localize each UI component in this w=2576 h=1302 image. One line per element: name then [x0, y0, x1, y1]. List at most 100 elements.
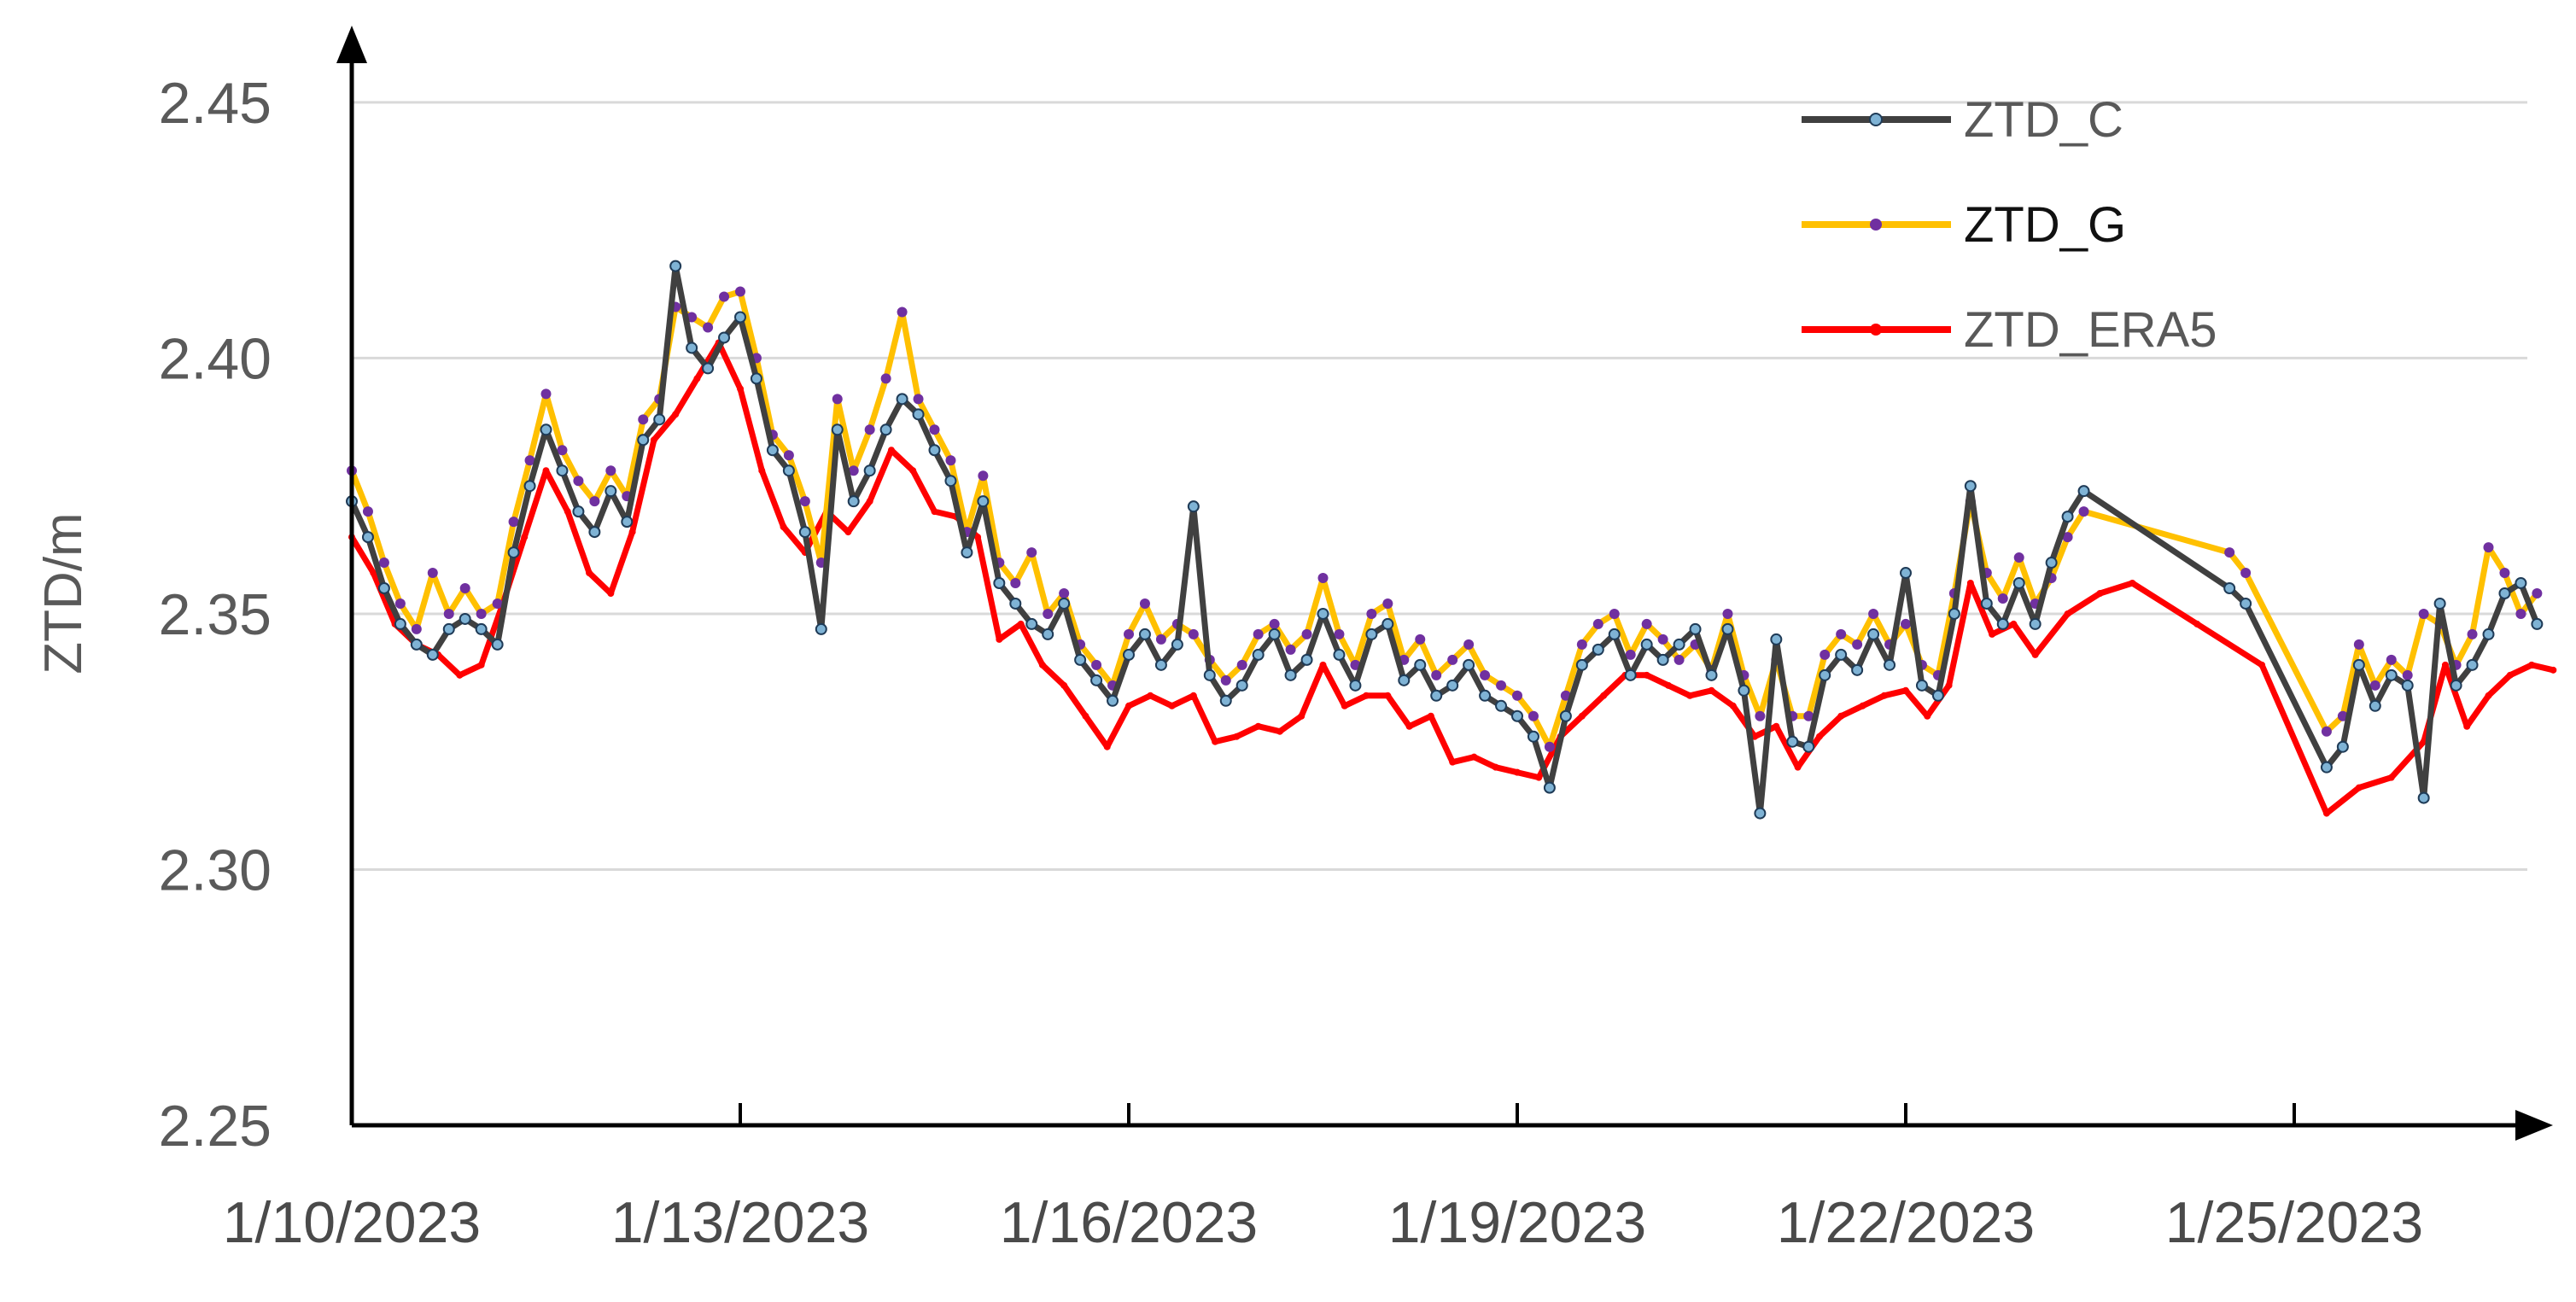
data-point: [909, 467, 917, 475]
data-point: [2550, 666, 2557, 674]
data-point: [2463, 722, 2471, 730]
data-point: [411, 623, 422, 634]
data-point: [1754, 807, 1767, 820]
data-point: [1124, 628, 1134, 639]
x-tick-label: 1/19/2023: [1388, 1190, 1647, 1255]
data-point: [2467, 628, 2478, 639]
data-point: [542, 467, 550, 475]
data-point: [1664, 681, 1672, 689]
data-point: [2045, 557, 2058, 569]
data-point: [2402, 669, 2413, 680]
data-point: [2320, 761, 2333, 774]
data-point: [1427, 712, 1434, 720]
legend-item: ZTD_C: [1802, 92, 2123, 148]
data-point: [1155, 633, 1166, 645]
data-point: [508, 517, 519, 528]
data-point: [2369, 680, 2380, 691]
data-point: [1656, 653, 1669, 666]
data-point: [1592, 618, 1603, 629]
data-point: [394, 598, 406, 609]
legend: ZTD_C ZTD_G ZTD_ERA5: [1802, 92, 2217, 358]
data-point: [815, 622, 827, 635]
data-point: [1624, 669, 1637, 681]
data-point: [491, 638, 504, 651]
data-point: [2385, 669, 2398, 681]
data-point: [2441, 661, 2449, 669]
data-point: [1997, 593, 2008, 604]
legend-label: ZTD_C: [1964, 92, 2123, 148]
data-point: [1867, 628, 1880, 640]
data-point: [459, 583, 470, 593]
data-point: [2029, 617, 2042, 630]
data-point: [427, 568, 438, 579]
data-point: [1363, 692, 1370, 699]
data-point: [693, 375, 701, 382]
data-point: [523, 480, 536, 493]
data-point: [848, 465, 859, 476]
data-point: [1463, 639, 1475, 650]
data-point: [2223, 582, 2236, 594]
data-point: [1657, 633, 1668, 645]
data-point: [2031, 651, 2039, 658]
data-point: [1643, 671, 1650, 679]
data-point: [1544, 741, 1555, 752]
data-point: [1010, 578, 1021, 589]
data-point: [1495, 699, 1508, 712]
data-point: [2064, 610, 2071, 617]
data-point: [1492, 763, 1499, 771]
data-point: [719, 291, 730, 302]
x-tick-label: 1/16/2023: [1000, 1190, 1259, 1255]
data-point: [735, 286, 745, 297]
data-point: [1945, 681, 1953, 689]
data-point: [1090, 674, 1103, 686]
data-point: [1236, 659, 1247, 670]
data-point: [370, 569, 377, 577]
data-point: [1578, 712, 1586, 720]
data-point: [1009, 597, 1022, 610]
data-point: [2336, 740, 2349, 753]
data-point: [1802, 740, 1815, 753]
data-point: [737, 385, 744, 393]
data-point: [1819, 669, 1831, 681]
data-point: [637, 434, 650, 447]
data-point: [2466, 658, 2479, 671]
data-point: [783, 450, 794, 461]
data-point: [1900, 567, 1912, 580]
data-point: [1043, 608, 1054, 619]
data-point: [2515, 608, 2526, 619]
data-point: [1609, 608, 1620, 619]
data-point: [977, 495, 990, 508]
x-tick-label: 1/10/2023: [223, 1190, 482, 1255]
data-point: [1298, 712, 1306, 720]
data-point: [945, 455, 956, 466]
data-point: [1203, 669, 1216, 681]
data-point: [896, 393, 908, 406]
data-point: [1254, 722, 1262, 730]
data-point: [1058, 597, 1071, 610]
data-point: [2531, 617, 2544, 630]
data-point: [1107, 694, 1119, 707]
data-point: [2532, 587, 2543, 598]
data-point: [1091, 659, 1102, 670]
data-point: [780, 523, 787, 531]
data-point: [2321, 726, 2332, 737]
data-point: [1189, 692, 1197, 699]
data-point: [996, 635, 1003, 643]
data-point: [1415, 633, 1426, 645]
data-point: [1381, 617, 1394, 630]
data-point: [929, 424, 940, 435]
data-point: [1235, 679, 1248, 692]
data-point: [1449, 758, 1457, 766]
data-point: [1794, 763, 1802, 771]
data-point: [866, 498, 873, 505]
data-point: [475, 622, 488, 635]
data-point: [1705, 669, 1718, 681]
data-point: [2193, 620, 2201, 628]
data-point: [1559, 709, 1572, 722]
y-tick-label: 2.45: [159, 71, 272, 136]
data-point: [1868, 608, 1879, 619]
data-point: [1980, 597, 1993, 610]
data-point: [2353, 639, 2364, 650]
data-point: [1640, 638, 1653, 651]
data-point: [1786, 735, 1799, 748]
